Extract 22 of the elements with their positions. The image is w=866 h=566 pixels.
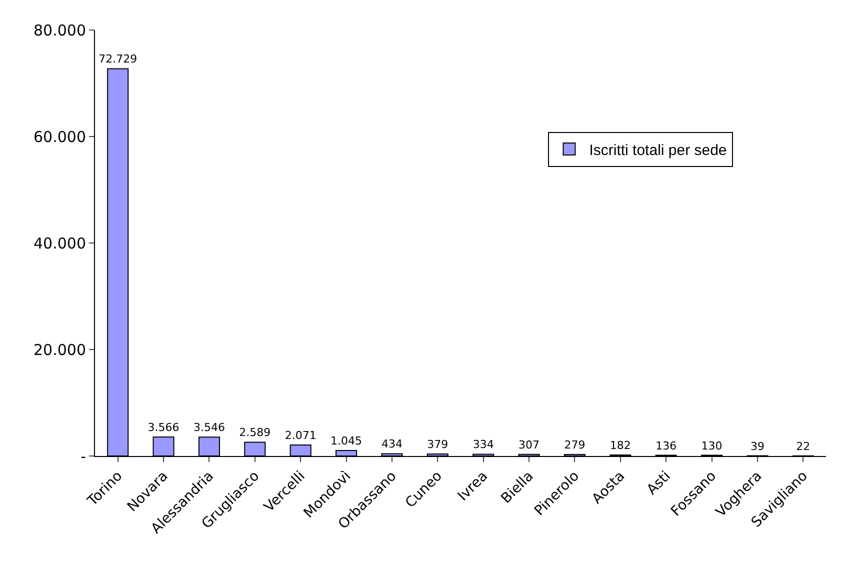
- data-label: 130: [701, 439, 722, 452]
- data-label: 3.546: [193, 421, 225, 434]
- y-tick-label: 40.000: [34, 234, 86, 252]
- y-tick-label: -: [80, 447, 86, 466]
- data-label: 2.071: [284, 428, 316, 442]
- y-tick-label: 80.000: [34, 21, 86, 40]
- y-tick-label: 20.000: [34, 340, 86, 359]
- data-label: 379: [427, 438, 448, 451]
- data-label: 307: [518, 438, 540, 452]
- data-label: 22: [796, 440, 810, 453]
- data-label: 72.729: [98, 52, 138, 66]
- y-tick-label: 60.000: [34, 128, 86, 146]
- data-label: 136: [656, 439, 677, 452]
- data-label: 39: [750, 440, 764, 453]
- data-label: 2.589: [239, 426, 271, 440]
- data-label: 279: [564, 438, 586, 452]
- data-label: 1.045: [330, 434, 362, 448]
- data-label: 434: [381, 438, 402, 451]
- legend-label: Iscritti totali per sede: [589, 142, 727, 159]
- data-label: 182: [610, 439, 631, 452]
- data-label: 3.566: [148, 421, 180, 434]
- data-label: 334: [472, 438, 494, 452]
